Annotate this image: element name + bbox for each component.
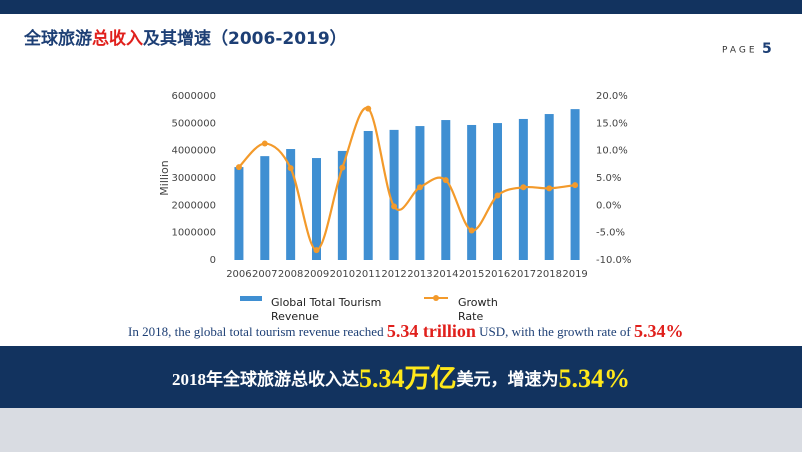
caption-part: In 2018, the global total tourism revenu… [128, 324, 387, 339]
y2-tick-label: 10.0% [596, 146, 628, 157]
x-tick-label: 2015 [459, 269, 484, 280]
y2-tick-label: 15.0% [596, 118, 628, 129]
legend-label: Global Total Tourism Revenue [271, 296, 382, 323]
x-tick-label: 2008 [278, 269, 303, 280]
y2-tick-label: -10.0% [596, 255, 631, 266]
x-tick-label: 2007 [252, 269, 277, 280]
rate-marker [416, 184, 423, 191]
page-label: PAGE [722, 46, 758, 56]
y-tick-label: 4000000 [171, 146, 216, 157]
caption-part: USD, with the growth rate of [476, 324, 634, 339]
rate-marker [313, 247, 320, 254]
bar [337, 150, 347, 260]
bar [363, 130, 373, 260]
bar [234, 167, 244, 260]
caption-highlight: 5.34% [634, 321, 684, 341]
y-axis-title: Million [158, 160, 171, 195]
banner [0, 346, 802, 408]
y-tick-label: 1000000 [171, 228, 216, 239]
x-tick-label: 2009 [304, 269, 329, 280]
page-number: 5 [762, 41, 772, 57]
bar [441, 120, 451, 260]
bar [260, 156, 270, 260]
rate-marker [468, 227, 475, 234]
banner-part: 2018年全球旅游总收入达 [172, 369, 359, 389]
bar [493, 123, 502, 260]
banner-text: 2018年全球旅游总收入达5.34万亿美元，增速为5.34% [172, 364, 630, 393]
title-part: 及其增速（2006-2019） [143, 28, 347, 49]
legend-label: Growth Rate [458, 296, 498, 323]
banner-highlight: 5.34万亿 [359, 364, 457, 393]
slide-title: 全球旅游总收入及其增速（2006-2019） [23, 28, 347, 49]
y-tick-label: 2000000 [171, 200, 216, 211]
bar [467, 124, 477, 261]
rate-marker [391, 203, 398, 210]
y2-tick-label: 0.0% [596, 200, 621, 211]
x-tick-label: 2006 [226, 269, 251, 280]
x-tick-label: 2019 [562, 269, 587, 280]
caption: In 2018, the global total tourism revenu… [128, 321, 683, 341]
banner-highlight: 5.34% [559, 364, 631, 393]
x-tick-label: 2016 [485, 269, 510, 280]
bar [286, 149, 296, 260]
x-tick-label: 2012 [381, 269, 406, 280]
legend-swatch-marker [433, 295, 439, 301]
title-highlight: 总收入 [92, 28, 143, 49]
y2-tick-label: -5.0% [596, 228, 625, 239]
top-band [0, 0, 802, 14]
x-tick-label: 2017 [511, 269, 536, 280]
rate-marker [261, 140, 268, 147]
rate-marker [572, 182, 579, 189]
y-tick-label: 6000000 [171, 91, 216, 102]
bar [415, 126, 425, 260]
caption-highlight: 5.34 trillion [387, 321, 476, 341]
title-part: 全球旅游 [23, 28, 92, 49]
rate-marker [235, 164, 242, 171]
x-tick-label: 2013 [407, 269, 432, 280]
y-tick-label: 3000000 [171, 173, 216, 184]
y2-tick-label: 20.0% [596, 91, 628, 102]
bar [389, 129, 399, 260]
bar [312, 158, 321, 260]
banner-part: 美元，增速为 [457, 369, 559, 389]
rate-marker [365, 105, 372, 112]
footer-image [0, 408, 802, 452]
rate-marker [287, 165, 294, 172]
rate-marker [520, 184, 527, 191]
y-tick-label: 5000000 [171, 118, 216, 129]
y-tick-label: 0 [210, 255, 216, 266]
rate-marker [494, 192, 501, 199]
x-tick-label: 2018 [536, 269, 561, 280]
rate-marker [546, 185, 553, 192]
y2-tick-label: 5.0% [596, 173, 621, 184]
x-tick-label: 2011 [355, 269, 380, 280]
rate-marker [339, 164, 346, 171]
rate-marker [442, 177, 449, 184]
x-tick-label: 2014 [433, 269, 458, 280]
legend-swatch-bar [240, 296, 262, 301]
x-tick-label: 2010 [330, 269, 355, 280]
